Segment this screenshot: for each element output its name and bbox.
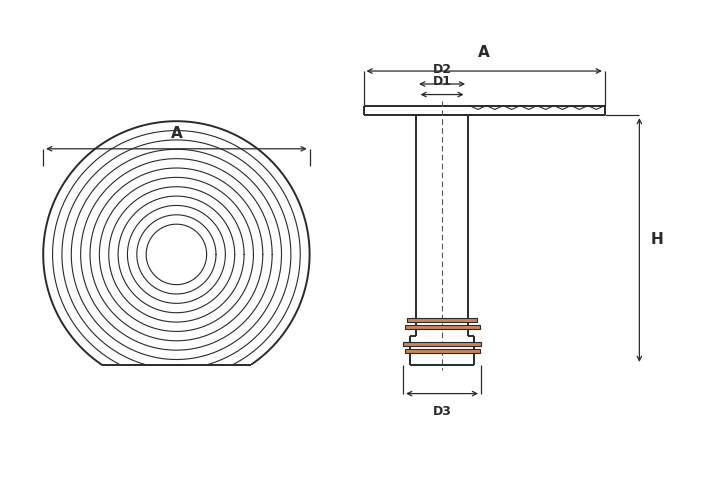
Text: D3: D3 [433, 405, 451, 419]
Bar [403, 342, 481, 346]
Text: A: A [171, 126, 182, 141]
Text: D1: D1 [433, 74, 451, 88]
Bar [405, 325, 480, 329]
Bar [405, 349, 480, 353]
Text: A: A [478, 45, 490, 60]
Text: D2: D2 [433, 63, 451, 76]
Bar [407, 318, 477, 322]
Text: H: H [651, 232, 664, 248]
